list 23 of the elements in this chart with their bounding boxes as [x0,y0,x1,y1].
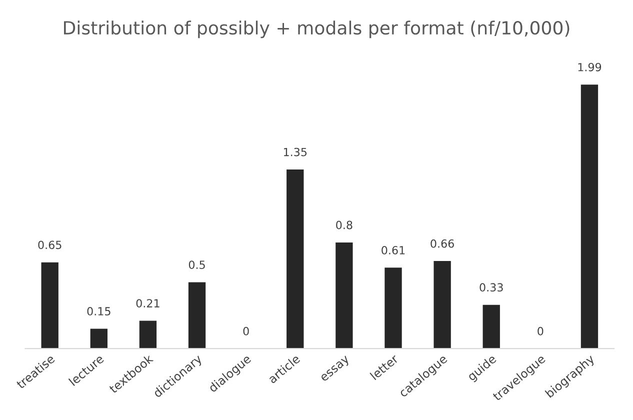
data-label: 1.99 [578,62,602,72]
bar [41,262,58,349]
data-label: 0.61 [382,246,405,254]
data-label: 1.35 [284,148,307,156]
bar [286,170,304,349]
bar [580,84,598,349]
data-label: 0 [243,326,249,336]
bar [139,320,157,349]
bar [188,282,206,349]
data-label: 0.33 [480,283,503,292]
data-label: 0.8 [336,220,352,230]
data-label: 0.66 [430,239,454,248]
data-label: 0.15 [87,307,110,316]
data-label: 0.65 [38,240,62,250]
bar [482,304,500,349]
chart-title: Distribution of possibly + modals per format (nf/10,000) [64,20,570,38]
data-label: 0 [538,326,544,336]
bar [90,328,108,349]
data-label: 0.5 [188,260,205,270]
bar [336,242,353,349]
bar [434,261,451,349]
bar [384,268,402,349]
data-label: 0.21 [136,299,160,308]
